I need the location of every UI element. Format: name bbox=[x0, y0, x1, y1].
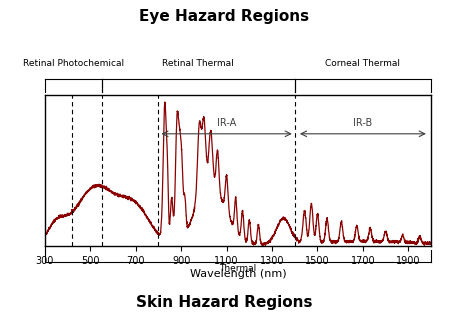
Text: Retinal Thermal: Retinal Thermal bbox=[163, 59, 234, 68]
Text: Eye Hazard Regions: Eye Hazard Regions bbox=[140, 9, 309, 24]
Text: IR-B: IR-B bbox=[353, 118, 373, 128]
Text: Corneal Thermal: Corneal Thermal bbox=[326, 59, 401, 68]
X-axis label: Wavelength (nm): Wavelength (nm) bbox=[189, 269, 286, 279]
Text: Skin Hazard Regions: Skin Hazard Regions bbox=[136, 295, 313, 310]
Text: Retinal Photochemical: Retinal Photochemical bbox=[23, 59, 124, 68]
Text: IR-A: IR-A bbox=[217, 118, 236, 128]
Text: Thermal: Thermal bbox=[220, 264, 256, 273]
